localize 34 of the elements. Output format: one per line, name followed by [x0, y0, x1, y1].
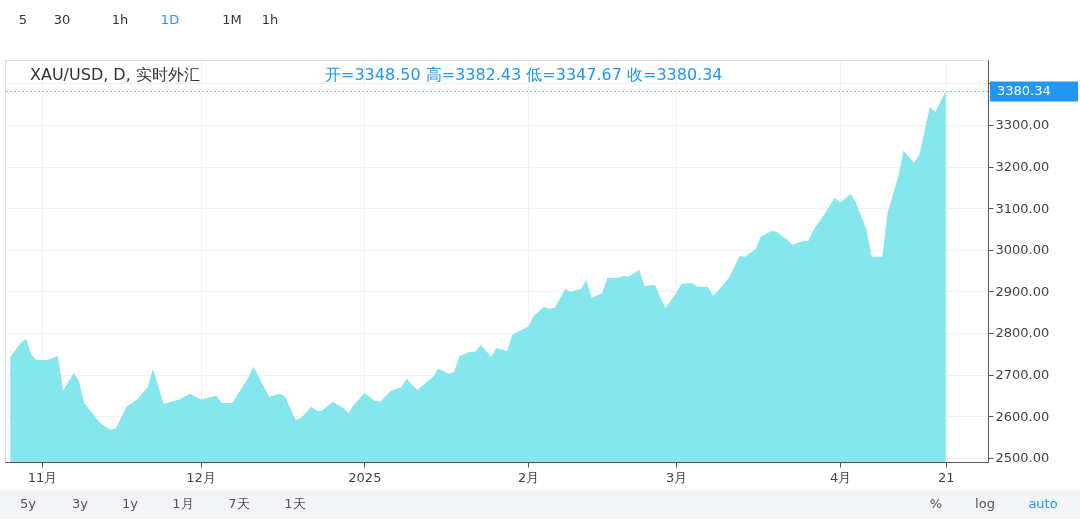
text: 1M	[222, 12, 242, 27]
y-tick-label: 3100.00	[995, 200, 1050, 216]
text: 1y	[122, 496, 139, 511]
text: 1D	[160, 12, 180, 27]
y-tick-label: 3300.00	[995, 117, 1050, 133]
x-tick-label: 3月	[666, 469, 688, 485]
text: 1天	[284, 496, 306, 511]
x-tick-label: 12月	[186, 469, 216, 485]
ref-line-label: 3380.34	[997, 83, 1051, 99]
text: 1h	[111, 12, 129, 27]
text: 1月	[172, 496, 194, 511]
x-tick-label: 2025	[348, 469, 382, 485]
y-tick-label: 3000.00	[995, 242, 1050, 258]
text: %	[929, 496, 943, 511]
text: auto	[1028, 496, 1058, 511]
x-tick-label: 11月	[27, 469, 58, 485]
y-tick-label: 2600.00	[995, 408, 1050, 424]
y-tick-label: 2500.00	[995, 450, 1050, 466]
chart-subtitle: 开=3348.50 高=3382.43 低=3347.67 收=3380.34	[325, 65, 723, 84]
text: 1h	[261, 12, 279, 27]
text: 5y	[20, 496, 37, 511]
x-tick-label: 2月	[518, 469, 540, 485]
text: 5	[18, 12, 28, 27]
y-tick-label: 2900.00	[995, 283, 1050, 299]
chart-title: XAU/USD, D, 实时外汇	[30, 65, 200, 84]
text: log	[975, 496, 995, 511]
text: 7天	[228, 496, 250, 511]
text: 30	[53, 12, 71, 27]
text: 3y	[72, 496, 89, 511]
y-tick-label: 3200.00	[995, 159, 1050, 175]
y-tick-label: 2700.00	[995, 367, 1050, 383]
x-tick-label: 4月	[829, 469, 852, 485]
y-tick-label: 2800.00	[995, 325, 1050, 341]
x-tick-label: 21	[937, 469, 955, 485]
